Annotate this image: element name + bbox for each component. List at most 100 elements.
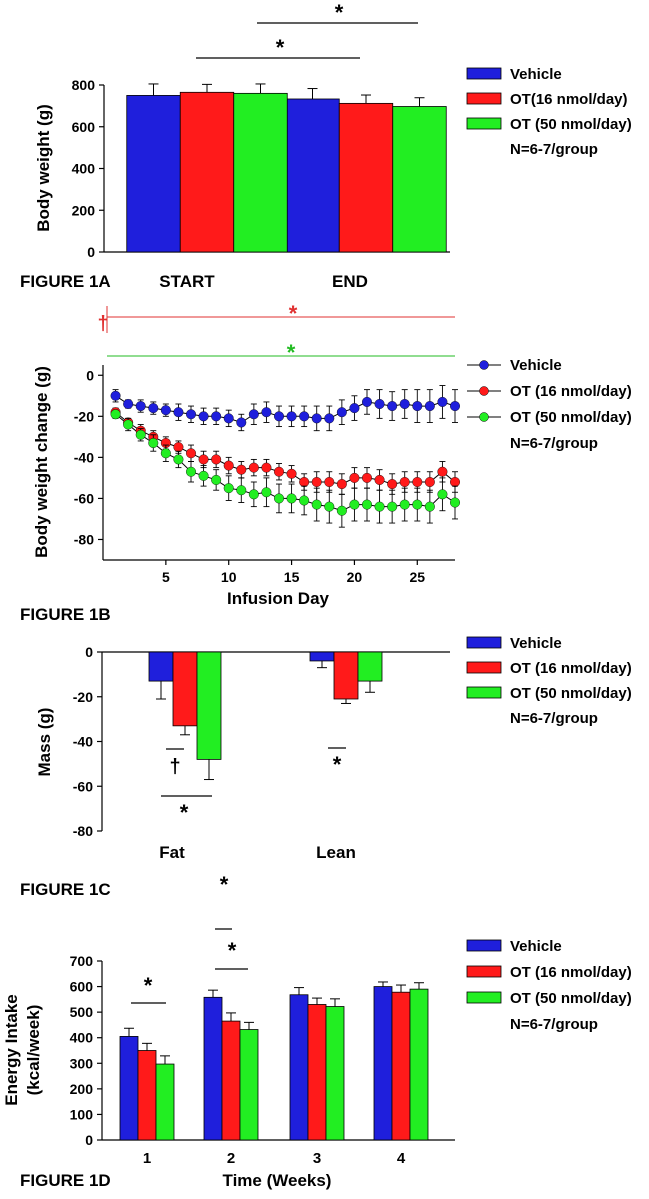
bar-vehicle	[373, 986, 393, 1141]
legend-swatch	[466, 939, 502, 952]
significance-marker: *	[333, 752, 342, 777]
legend-label: OT(16 nmol/day)	[510, 91, 628, 108]
legend-swatch	[466, 636, 502, 649]
legend-n-label: N=6-7/group	[510, 1016, 598, 1033]
y-tick-label: 500	[70, 1004, 94, 1020]
y-axis-label: Body weight (g)	[34, 104, 53, 231]
x-tick-label: 5	[162, 569, 170, 585]
legend-swatch	[466, 686, 502, 699]
data-point-ot50	[362, 499, 373, 510]
data-point-vehicle	[399, 399, 410, 410]
bar-vehicle	[126, 95, 181, 253]
significance-marker: *	[144, 973, 153, 998]
legend-label: OT (50 nmol/day)	[510, 116, 632, 133]
series-line-ot16	[115, 411, 456, 485]
legend-label: Vehicle	[510, 938, 562, 955]
legend-label: OT (16 nmol/day)	[510, 383, 632, 400]
data-point-vehicle	[261, 407, 272, 418]
legend-marker	[479, 412, 489, 422]
legend-n-label: N=6-7/group	[510, 710, 598, 727]
data-point-vehicle	[160, 405, 171, 416]
y-tick-label: -40	[74, 449, 94, 465]
x-tick-label: 2	[227, 1150, 235, 1167]
bar-vehicle	[119, 1036, 139, 1141]
significance-marker: *	[287, 340, 296, 365]
y-axis-label: Energy Intake	[2, 994, 21, 1106]
series-line-vehicle	[115, 395, 456, 424]
y-tick-label: 700	[70, 953, 94, 969]
bar-ot16	[338, 102, 394, 253]
data-point-ot16	[286, 468, 297, 479]
y-axis-label: (kcal/week)	[24, 1005, 43, 1096]
legend-label: OT (50 nmol/day)	[510, 409, 632, 426]
data-point-ot16	[198, 454, 209, 465]
y-tick-label: -20	[74, 408, 94, 424]
bar-ot16	[179, 91, 235, 253]
data-point-ot50	[412, 499, 423, 510]
data-point-vehicle	[123, 399, 134, 410]
data-point-ot50	[324, 501, 335, 512]
data-point-ot50	[274, 493, 285, 504]
data-point-ot50	[135, 429, 146, 440]
bar-ot50	[233, 92, 288, 253]
data-point-vehicle	[148, 403, 159, 414]
group-label: Lean	[316, 843, 356, 862]
legend-swatch	[466, 965, 502, 978]
data-point-ot16	[274, 466, 285, 477]
x-tick-label: 20	[347, 569, 363, 585]
bar-ot16	[391, 991, 411, 1141]
data-point-vehicle	[412, 401, 423, 412]
x-tick-label: 10	[221, 569, 237, 585]
data-point-ot50	[336, 505, 347, 516]
data-point-ot16	[349, 472, 360, 483]
data-point-ot50	[450, 497, 461, 508]
data-point-vehicle	[110, 390, 121, 401]
bar-ot16	[137, 1050, 157, 1141]
x-tick-label: 4	[397, 1150, 406, 1167]
significance-marker: *	[228, 938, 237, 963]
group-label: Fat	[159, 843, 185, 862]
data-point-vehicle	[299, 411, 310, 422]
data-point-ot16	[211, 454, 222, 465]
bar-ot50	[325, 1006, 345, 1141]
data-point-ot50	[399, 499, 410, 510]
data-point-ot50	[248, 489, 259, 500]
x-tick-label: 25	[409, 569, 425, 585]
data-point-vehicle	[450, 401, 461, 412]
data-point-vehicle	[135, 401, 146, 412]
data-point-ot50	[236, 485, 247, 496]
data-point-vehicle	[211, 411, 222, 422]
data-point-ot50	[223, 483, 234, 494]
bar-ot16	[221, 1020, 241, 1141]
data-point-vehicle	[173, 407, 184, 418]
bar-ot50	[155, 1063, 175, 1141]
data-point-ot16	[236, 464, 247, 475]
data-point-vehicle	[374, 399, 385, 410]
data-point-vehicle	[437, 396, 448, 407]
data-point-vehicle	[311, 413, 322, 424]
data-point-ot50	[261, 487, 272, 498]
data-point-vehicle	[286, 411, 297, 422]
bar-vehicle	[285, 98, 340, 253]
x-tick-label: 3	[313, 1150, 321, 1167]
significance-marker: *	[335, 0, 344, 25]
significance-marker: *	[289, 301, 298, 326]
data-point-vehicle	[185, 409, 196, 420]
data-point-ot16	[311, 477, 322, 488]
data-point-vehicle	[223, 413, 234, 424]
data-point-ot50	[148, 438, 159, 449]
legend-n-label: N=6-7/group	[510, 141, 598, 158]
significance-marker: *	[220, 872, 229, 897]
data-point-ot50	[110, 409, 121, 420]
data-point-ot50	[185, 466, 196, 477]
figure-label: FIGURE 1D	[20, 1171, 111, 1190]
y-tick-label: 800	[72, 77, 96, 93]
data-point-ot16	[424, 477, 435, 488]
figure-label: FIGURE 1C	[20, 880, 111, 899]
data-point-ot50	[173, 454, 184, 465]
legend-label: OT (50 nmol/day)	[510, 990, 632, 1007]
data-point-ot50	[123, 419, 134, 430]
data-point-ot16	[248, 462, 259, 473]
y-tick-label: -40	[73, 734, 93, 750]
